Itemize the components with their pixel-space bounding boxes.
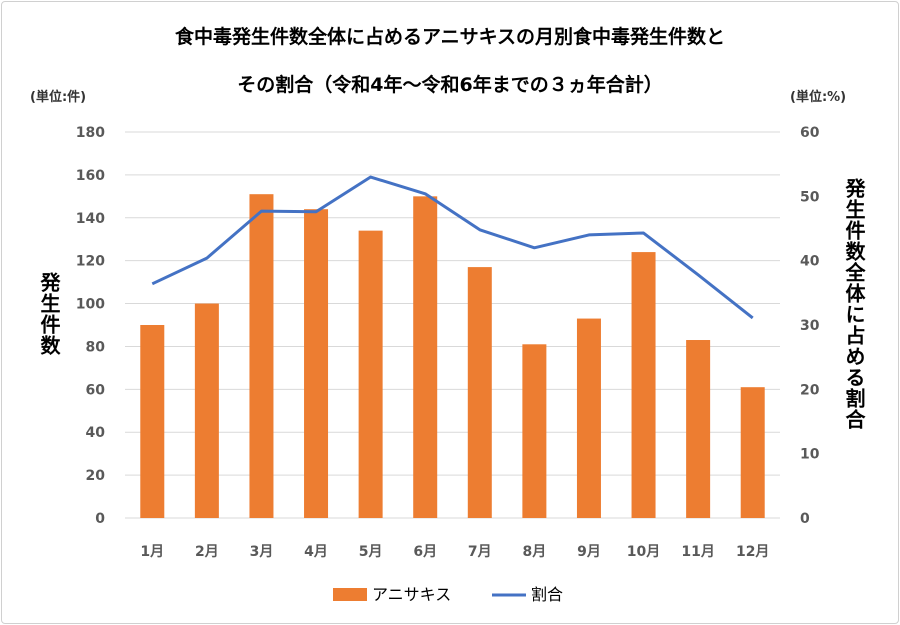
x-tick-label: 6月	[413, 544, 437, 560]
x-tick-label: 3月	[250, 544, 274, 560]
chart-title-line1: 食中毒発生件数全体に占めるアニサキスの月別食中毒発生件数と	[174, 26, 726, 48]
y2-axis-label: 発生件数全体に占める割合	[842, 178, 866, 430]
legend-line-label: 割合	[531, 585, 563, 604]
y2-tick-label: 50	[800, 189, 820, 205]
left-axis-unit: (単位:件)	[30, 90, 87, 105]
y-axis-label: 発生件数	[37, 272, 61, 356]
x-tick-label: 4月	[304, 544, 328, 560]
bar-6	[413, 196, 438, 519]
x-tick-label: 7月	[468, 544, 492, 560]
x-tick-label: 8月	[523, 544, 547, 560]
ratio-line	[151, 175, 754, 320]
y-tick-label: 120	[76, 254, 105, 270]
y-tick-label: 80	[86, 339, 106, 355]
bar-12	[740, 387, 765, 518]
y2-tick-label: 0	[800, 511, 810, 527]
bar-5	[358, 230, 383, 518]
bar-2	[194, 303, 219, 518]
bar-8	[522, 344, 547, 518]
x-tick-label: 9月	[577, 544, 601, 560]
bar-3	[249, 194, 274, 518]
y2-tick-label: 60	[800, 125, 820, 141]
bar-4	[304, 209, 329, 518]
bar-9	[576, 318, 601, 518]
x-tick-label: 10月	[627, 544, 660, 560]
y2-tick-label: 30	[800, 318, 820, 334]
legend-bar-label: アニサキス	[372, 585, 451, 604]
bar-11	[686, 340, 711, 518]
x-tick-label: 1月	[140, 544, 164, 560]
y-tick-label: 140	[76, 211, 105, 227]
y-tick-label: 160	[76, 168, 105, 184]
y2-tick-label: 20	[800, 382, 820, 398]
x-tick-label: 12月	[736, 544, 769, 560]
y-tick-label: 100	[76, 297, 105, 313]
y-tick-label: 60	[86, 382, 106, 398]
x-tick-label: 5月	[359, 544, 383, 560]
x-tick-label: 2月	[195, 544, 219, 560]
y-tick-label: 0	[95, 511, 105, 527]
bar-1	[140, 325, 165, 518]
right-axis-unit: (単位:%)	[790, 90, 847, 105]
bar-10	[631, 252, 656, 519]
x-tick-label: 11月	[681, 544, 714, 560]
y2-tick-label: 40	[800, 254, 820, 270]
bar-7	[467, 267, 492, 518]
y-tick-label: 20	[86, 468, 106, 484]
y-tick-label: 180	[76, 125, 105, 141]
y2-tick-label: 10	[800, 447, 820, 463]
chart-title-line2: その割合（令和4年～令和6年までの３ヵ年合計）	[237, 74, 663, 96]
legend-bar-swatch	[333, 588, 367, 601]
y-tick-label: 40	[86, 425, 106, 441]
